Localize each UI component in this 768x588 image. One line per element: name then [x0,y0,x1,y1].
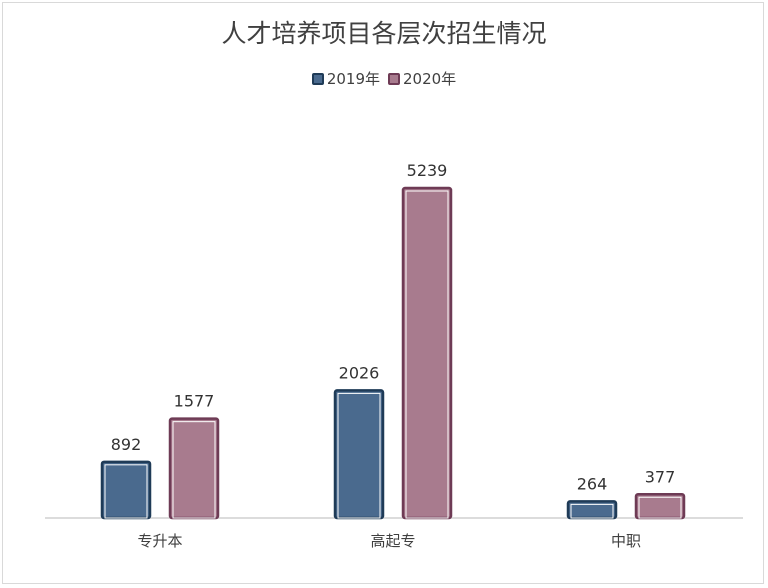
data-label: 264 [577,474,608,493]
bar-高起专-2020年 [401,186,453,520]
bar-专升本-2020年 [168,417,220,520]
data-label: 2026 [339,363,380,382]
data-label: 1577 [174,392,215,411]
bar-highlight [337,392,381,519]
category-label: 高起专 [370,532,415,550]
bar-中职-2020年 [634,493,686,520]
category-label: 中职 [611,532,641,550]
legend-swatch-2020 [388,72,400,85]
legend-label-2019: 2019年 [326,70,380,88]
legend-label-2020: 2020年 [403,70,457,88]
bar-highlight [570,503,614,519]
legend-item-2019: 2019年 [311,68,380,89]
bar-highlight [172,421,216,519]
chart-title: 人才培养项目各层次招生情况 [221,19,547,48]
bar-专升本-2019年 [100,460,152,520]
bar-高起专-2019年 [333,389,385,520]
chart-legend: 2019年 2020年 [0,68,768,89]
data-label: 892 [111,435,142,454]
data-label: 377 [645,467,676,486]
data-label: 5239 [407,161,448,180]
bar-highlight [405,190,449,519]
bar-中职-2019年 [566,500,618,520]
category-label: 专升本 [137,532,182,550]
legend-item-2020: 2020年 [388,68,456,89]
bar-highlight [104,464,148,519]
legend-swatch-2019 [311,72,324,85]
bar-highlight [638,496,682,519]
